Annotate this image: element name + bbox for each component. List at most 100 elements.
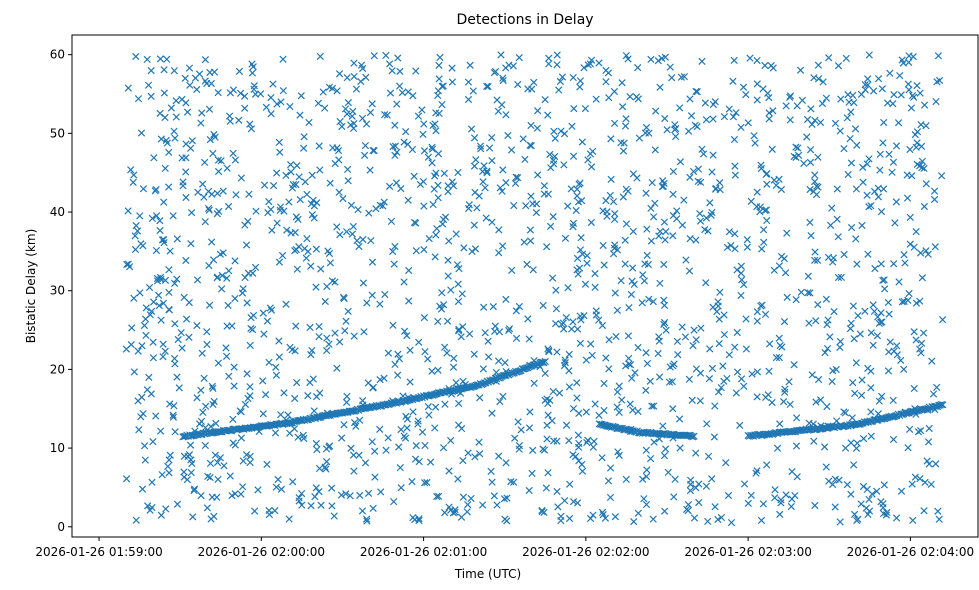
detection-marker	[552, 319, 560, 328]
detection-marker	[763, 461, 771, 469]
detection-marker	[814, 153, 822, 161]
detection-marker	[692, 236, 700, 244]
detection-marker	[205, 261, 213, 270]
detection-marker	[619, 193, 627, 201]
detection-marker	[814, 183, 822, 191]
detection-marker	[764, 89, 772, 97]
detection-marker	[230, 382, 238, 390]
detection-marker	[757, 164, 766, 173]
detection-marker	[931, 243, 939, 251]
y-tick-label: 20	[50, 362, 65, 376]
detection-marker	[289, 478, 297, 486]
detection-marker	[405, 266, 413, 275]
detection-marker	[291, 228, 299, 237]
detection-marker	[235, 116, 243, 124]
detection-marker	[424, 153, 433, 161]
detection-marker	[257, 90, 265, 98]
detection-marker	[575, 180, 583, 188]
detection-marker	[877, 260, 885, 268]
detection-marker	[681, 333, 690, 341]
detection-marker	[306, 323, 314, 332]
detection-marker	[702, 279, 710, 287]
detection-marker	[350, 72, 358, 81]
detection-marker	[783, 229, 791, 237]
detection-marker	[371, 473, 379, 481]
detection-marker	[808, 120, 816, 128]
detection-marker	[156, 226, 164, 235]
detection-marker	[765, 367, 773, 375]
detection-marker	[467, 494, 475, 503]
detection-marker	[248, 326, 257, 334]
detection-marker	[400, 278, 408, 286]
detection-marker	[772, 181, 780, 189]
detection-marker	[688, 396, 696, 404]
detection-marker	[464, 501, 472, 509]
detection-marker	[170, 279, 179, 287]
detection-marker	[499, 392, 507, 401]
detection-marker	[748, 370, 756, 378]
detection-marker	[315, 464, 324, 473]
detection-marker	[140, 321, 149, 330]
detection-marker	[355, 242, 363, 251]
detection-marker	[226, 472, 234, 480]
detection-marker	[605, 336, 613, 344]
detection-marker	[555, 86, 563, 94]
detection-marker	[647, 204, 655, 212]
y-tick-label: 60	[50, 48, 65, 62]
detection-marker	[485, 144, 494, 152]
detection-marker	[391, 142, 400, 150]
detection-marker	[910, 93, 918, 101]
detection-marker	[189, 513, 197, 521]
detection-marker	[360, 328, 368, 336]
detection-marker	[483, 82, 491, 91]
detection-marker	[566, 480, 574, 488]
detection-marker	[145, 283, 154, 292]
detection-marker	[434, 194, 442, 202]
detection-marker	[708, 475, 716, 483]
detection-marker	[328, 502, 336, 510]
detection-marker	[466, 61, 474, 69]
detection-marker	[800, 159, 808, 168]
detection-marker	[865, 51, 873, 59]
detection-marker	[441, 343, 449, 351]
detection-marker	[629, 227, 637, 236]
detection-marker	[313, 446, 321, 454]
detection-marker	[171, 360, 179, 368]
detection-marker	[223, 322, 231, 330]
detection-marker	[532, 209, 541, 217]
detection-marker	[917, 349, 925, 357]
detection-marker	[595, 59, 603, 67]
detection-marker	[865, 495, 873, 504]
detection-marker	[444, 256, 452, 264]
detection-marker	[662, 326, 670, 334]
detection-marker	[267, 110, 275, 118]
detection-marker	[200, 374, 208, 382]
detection-marker	[173, 235, 181, 243]
detection-marker	[414, 420, 422, 428]
detection-marker	[890, 260, 898, 268]
detection-marker	[167, 104, 175, 112]
detection-marker	[311, 493, 319, 501]
detection-marker	[538, 358, 547, 366]
detection-marker	[918, 339, 926, 347]
detection-marker	[277, 485, 286, 493]
detection-marker	[185, 333, 193, 341]
detection-marker	[481, 184, 489, 192]
detection-marker	[216, 454, 224, 462]
detection-marker	[229, 149, 237, 157]
detection-marker	[488, 409, 496, 417]
detection-marker	[587, 340, 595, 348]
detection-marker	[723, 243, 732, 252]
detection-marker	[664, 468, 672, 477]
detection-marker	[660, 507, 669, 515]
detection-marker	[137, 240, 145, 248]
detection-marker	[478, 501, 487, 509]
detection-marker	[661, 114, 669, 123]
detection-marker	[259, 410, 267, 418]
detection-marker	[834, 62, 843, 70]
detection-marker	[470, 221, 478, 229]
detection-marker	[660, 260, 668, 269]
detection-marker	[246, 383, 254, 391]
detection-marker	[207, 422, 215, 431]
detection-marker	[129, 178, 137, 187]
